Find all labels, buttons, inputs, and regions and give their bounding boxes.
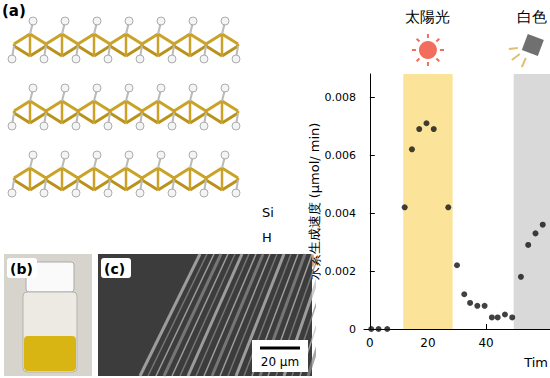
svg-text:40: 40 <box>478 336 493 350</box>
svg-text:0.002: 0.002 <box>325 265 357 278</box>
svg-text:0.004: 0.004 <box>325 207 357 220</box>
svg-text:H: H <box>262 230 272 245</box>
svg-text:水素生成速度 (µmol/ min): 水素生成速度 (µmol/ min) <box>307 123 322 281</box>
svg-text:0.006: 0.006 <box>325 149 357 162</box>
svg-text:0: 0 <box>366 336 374 350</box>
svg-text:(b): (b) <box>10 261 33 277</box>
svg-text:0.008: 0.008 <box>325 91 357 104</box>
svg-text:20: 20 <box>420 336 435 350</box>
svg-text:(a): (a) <box>2 2 26 20</box>
svg-text:20 µm: 20 µm <box>261 355 299 369</box>
svg-text:白色: 白色 <box>517 8 547 26</box>
svg-text:0: 0 <box>349 323 356 336</box>
svg-text:Tim: Tim <box>523 355 548 370</box>
svg-text:Si: Si <box>262 205 274 220</box>
svg-text:太陽光: 太陽光 <box>405 8 450 26</box>
svg-text:(c): (c) <box>104 261 125 277</box>
